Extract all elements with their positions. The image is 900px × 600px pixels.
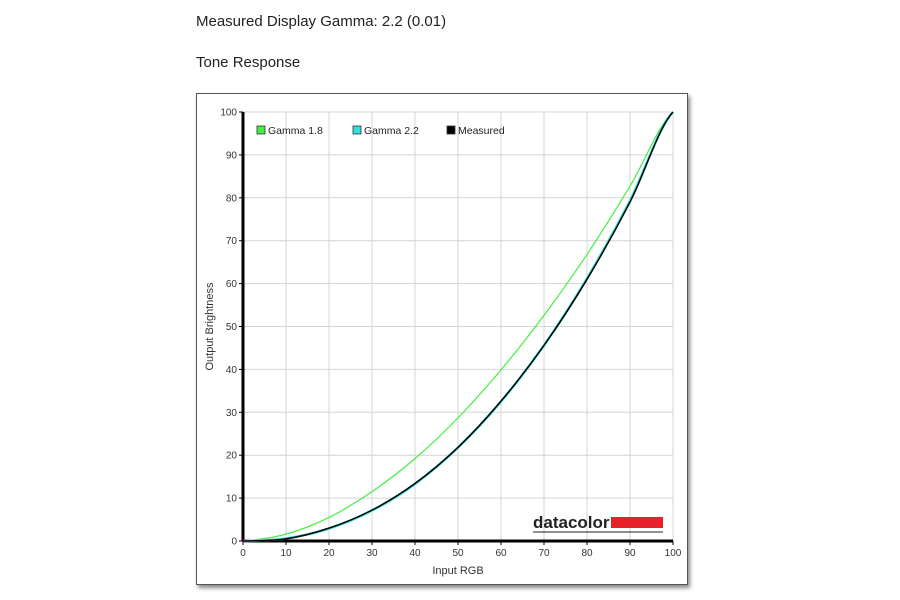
y-tick-label: 60: [226, 279, 238, 290]
x-tick-label: 20: [323, 548, 335, 559]
x-tick-label: 50: [452, 548, 464, 559]
datacolor-logo: datacolor: [533, 513, 610, 532]
y-axis-label: Output Brightness: [204, 282, 216, 371]
x-tick-label: 30: [366, 548, 378, 559]
legend-label: Gamma 2.2: [364, 125, 419, 137]
x-tick-label: 40: [409, 548, 421, 559]
y-tick-label: 50: [226, 322, 238, 333]
y-tick-label: 80: [226, 193, 238, 204]
series-line-measured: [242, 111, 674, 542]
y-tick-label: 0: [231, 537, 237, 548]
y-tick-label: 70: [226, 236, 238, 247]
x-tick-label: 80: [581, 548, 593, 559]
tone-response-chart: 0 10 20 30 40 50 60 70 80 90 100 0 10 20 30 40 50 60 70 80 9…: [204, 108, 682, 578]
chart-frame: 0 10 20 30 40 50 60 70 80 90 100 0 10 20 30 40 50 60 70 80 9…: [196, 93, 688, 585]
y-tick-label: 90: [226, 150, 238, 161]
x-tick-label: 0: [240, 548, 246, 559]
x-tick-label: 90: [624, 548, 636, 559]
x-tick-label: 70: [538, 548, 550, 559]
series-line-gamma-1-8: [242, 111, 674, 542]
x-tick-label: 60: [495, 548, 507, 559]
section-title: Tone Response: [196, 54, 301, 71]
y-tick-label: 10: [226, 494, 238, 505]
legend-label: Gamma 1.8: [268, 125, 323, 137]
legend-swatch: [446, 125, 456, 135]
x-tick-label: 100: [665, 548, 682, 559]
x-tick-label: 10: [280, 548, 292, 559]
x-axis-label: Input RGB: [432, 565, 483, 577]
legend-swatch: [352, 125, 362, 135]
y-tick-label: 20: [226, 451, 238, 462]
y-tick-label: 40: [226, 365, 238, 376]
y-tick-label: 30: [226, 408, 238, 419]
measured-gamma-text: Measured Display Gamma: 2.2 (0.01): [196, 13, 447, 30]
y-tick-label: 100: [220, 108, 237, 119]
logo-accent-bar: [611, 517, 663, 528]
legend-swatch: [256, 125, 266, 135]
legend-label: Measured: [458, 125, 505, 137]
